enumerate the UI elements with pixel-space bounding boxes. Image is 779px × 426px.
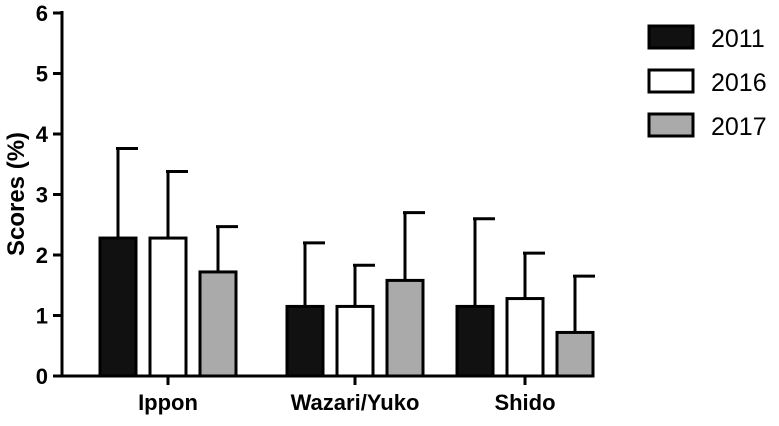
bar-2016-ippon bbox=[148, 236, 188, 378]
legend-swatch-2011 bbox=[647, 24, 695, 50]
axes: 0 1 2 3 4 5 6 Ippon Wazari/Yuko Shido bbox=[36, 1, 588, 415]
legend-swatch-2017 bbox=[647, 112, 695, 138]
y-tick-label: 6 bbox=[36, 1, 48, 26]
y-tick-label: 0 bbox=[36, 364, 48, 389]
bar-2011-shido bbox=[455, 304, 495, 378]
x-category-label: Shido bbox=[494, 390, 555, 415]
bar-2017-wazari-yuko bbox=[385, 278, 425, 378]
bar-2011-wazari-yuko bbox=[285, 304, 325, 378]
y-tick-label: 4 bbox=[36, 122, 49, 147]
legend-label-2016: 2016 bbox=[711, 69, 767, 97]
y-tick-label: 3 bbox=[36, 183, 48, 208]
bars bbox=[98, 236, 595, 378]
bar-2011-ippon bbox=[98, 236, 138, 378]
legend-swatch-2016 bbox=[647, 68, 695, 94]
legend-label-2017: 2017 bbox=[711, 113, 767, 141]
error-bars bbox=[116, 147, 595, 333]
bar-2016-shido bbox=[505, 297, 545, 378]
x-category-label: Wazari/Yuko bbox=[291, 390, 420, 415]
y-tick-label: 1 bbox=[36, 304, 48, 329]
bar-2017-shido bbox=[555, 330, 595, 378]
y-tick-label: 5 bbox=[36, 62, 48, 87]
x-category-label: Ippon bbox=[138, 390, 198, 415]
bar-2016-wazari-yuko bbox=[335, 304, 375, 378]
y-tick-label: 2 bbox=[36, 243, 48, 268]
legend-label-2011: 2011 bbox=[711, 25, 765, 53]
y-axis-label: Scores (%) bbox=[3, 132, 30, 256]
legend: 2011 2016 2017 bbox=[647, 24, 767, 141]
bar-2017-ippon bbox=[198, 270, 238, 378]
